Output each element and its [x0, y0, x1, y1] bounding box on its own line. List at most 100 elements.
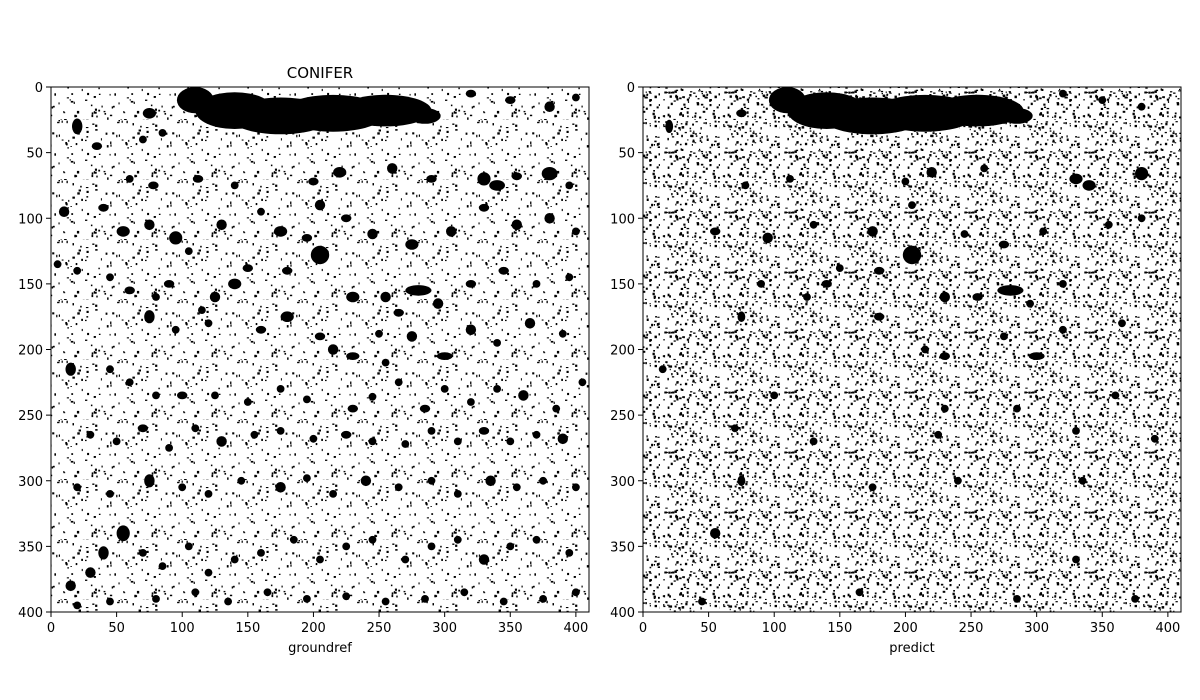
y-ticks: 0 50 100 150 200 250 300 350 400: [610, 81, 643, 621]
class-region: [578, 378, 587, 387]
class-region: [142, 108, 156, 119]
class-region: [544, 101, 555, 112]
class-region: [342, 542, 351, 551]
class-region: [303, 395, 311, 404]
class-region: [1072, 427, 1080, 435]
class-region: [73, 266, 82, 275]
class-region: [432, 298, 444, 309]
class-region: [493, 339, 501, 347]
class-region: [73, 601, 82, 610]
x-tick-label: 300: [1024, 621, 1049, 636]
class-region: [926, 167, 937, 178]
class-region: [257, 207, 265, 216]
class-region: [178, 483, 187, 492]
class-region: [931, 94, 1024, 127]
class-region: [658, 365, 667, 374]
class-region: [250, 430, 259, 439]
class-region: [453, 437, 462, 446]
class-region: [380, 291, 391, 303]
class-region: [552, 404, 561, 413]
y-tick-label: 300: [610, 475, 635, 490]
x-axis-label: predict: [889, 641, 934, 656]
speckle-texture: [51, 87, 589, 612]
class-region: [98, 546, 109, 560]
class-region: [741, 181, 750, 190]
class-region: [333, 167, 347, 178]
x-tick-label: 150: [827, 621, 852, 636]
class-region: [835, 264, 844, 272]
class-region: [737, 311, 746, 323]
class-region: [112, 437, 121, 446]
class-region: [237, 476, 246, 485]
class-region: [280, 311, 294, 323]
class-region: [308, 177, 319, 186]
class-region: [401, 440, 410, 448]
class-region: [347, 404, 358, 413]
class-region: [387, 163, 398, 174]
y-tick-label: 0: [627, 81, 635, 96]
class-region: [1059, 325, 1067, 334]
class-region: [427, 427, 436, 435]
class-region: [216, 436, 227, 447]
x-tick-label: 350: [1090, 621, 1115, 636]
class-region: [282, 266, 293, 275]
class-region: [809, 220, 818, 229]
class-region: [874, 312, 885, 321]
class-region: [506, 542, 515, 551]
class-region: [144, 474, 155, 488]
x-tick-label: 250: [367, 621, 392, 636]
class-region: [342, 592, 351, 601]
class-region: [511, 172, 522, 181]
class-region: [58, 206, 70, 217]
x-tick-label: 400: [1155, 621, 1180, 636]
class-region: [116, 226, 130, 237]
class-region: [1137, 214, 1146, 223]
x-tick-label: 400: [563, 621, 588, 636]
x-tick-label: 250: [959, 621, 984, 636]
class-region: [394, 483, 403, 492]
class-region: [72, 118, 83, 135]
class-region: [152, 595, 160, 603]
class-region: [1150, 434, 1159, 443]
class-region: [453, 535, 462, 544]
class-region: [224, 597, 233, 606]
x-tick-label: 50: [108, 621, 125, 636]
class-region: [65, 580, 76, 592]
y-tick-label: 50: [618, 147, 635, 162]
class-region: [368, 392, 377, 401]
class-region: [73, 483, 82, 492]
class-region: [289, 535, 298, 544]
class-region: [440, 385, 449, 393]
class-region: [874, 266, 885, 275]
class-region: [1098, 96, 1107, 104]
class-region: [314, 199, 326, 211]
class-region: [125, 175, 134, 183]
class-region: [148, 181, 159, 190]
class-region: [698, 597, 706, 606]
x-tick-label: 300: [432, 621, 457, 636]
class-region: [427, 542, 436, 551]
class-region: [565, 181, 574, 190]
class-region: [572, 588, 580, 597]
class-region: [375, 96, 383, 104]
class-region: [106, 273, 114, 282]
class-region: [908, 201, 916, 210]
class-region: [139, 549, 147, 557]
class-region: [1059, 280, 1067, 288]
class-region: [518, 390, 529, 401]
class-region: [393, 308, 404, 317]
class-region: [192, 175, 204, 183]
class-region: [939, 291, 950, 303]
groundref-image: [51, 87, 589, 612]
class-region: [532, 280, 541, 288]
class-region: [557, 433, 568, 445]
class-region: [572, 227, 580, 236]
class-region: [1072, 555, 1080, 564]
class-region: [137, 424, 149, 433]
class-region: [565, 549, 574, 557]
class-region: [493, 385, 501, 393]
class-region: [821, 280, 832, 288]
class-region: [786, 175, 794, 183]
class-region: [106, 365, 114, 374]
class-region: [347, 102, 358, 111]
